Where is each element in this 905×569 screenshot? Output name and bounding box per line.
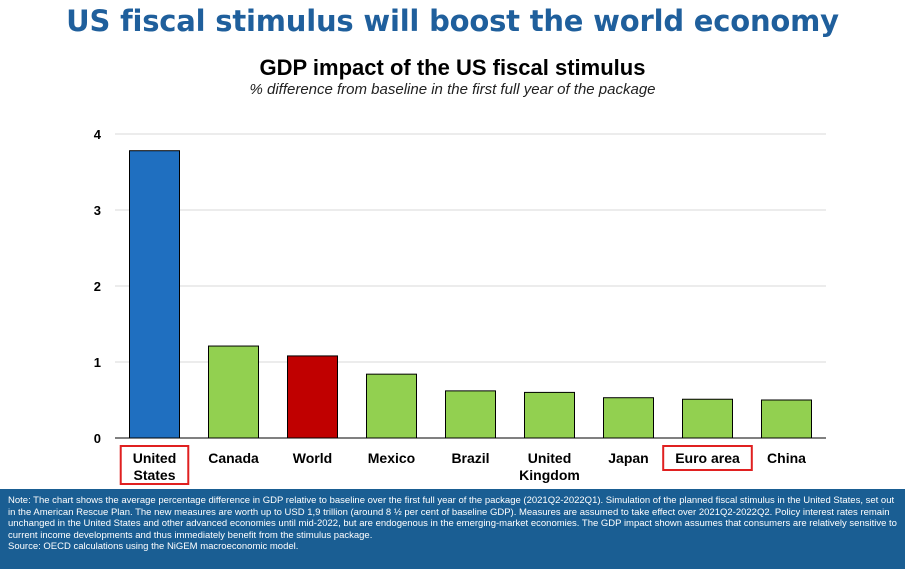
highlight-box (662, 445, 753, 471)
highlight-box (119, 445, 190, 485)
bar (287, 355, 338, 439)
bar (208, 345, 259, 439)
y-tick-label: 1 (94, 355, 101, 370)
y-tick-label: 3 (94, 203, 101, 218)
bar (682, 398, 733, 439)
note-text: Note: The chart shows the average percen… (8, 495, 897, 541)
category-label: Euro area (675, 450, 740, 466)
chart-subtitle: % difference from baseline in the first … (249, 81, 656, 98)
source-text: Source: OECD calculations using the NiGE… (8, 541, 299, 553)
y-tick-label: 2 (94, 279, 101, 294)
category-label: China (767, 450, 806, 466)
category-label: United (133, 450, 177, 466)
category-label: States (133, 467, 175, 483)
y-tick-label: 4 (94, 127, 102, 142)
category-label: Canada (208, 450, 259, 466)
bar (445, 390, 496, 439)
category-label: Brazil (451, 450, 489, 466)
chart-title: GDP impact of the US fiscal stimulus (259, 55, 646, 80)
category-label: United (528, 450, 572, 466)
category-label: Mexico (368, 450, 415, 466)
category-label: Japan (608, 450, 648, 466)
bar (366, 373, 417, 439)
bar (603, 397, 654, 439)
bar (129, 150, 180, 439)
category-label: World (293, 450, 332, 466)
note-box: Note: The chart shows the average percen… (0, 489, 905, 569)
y-tick-label: 0 (94, 431, 101, 446)
category-label: Kingdom (519, 467, 580, 483)
bar (761, 399, 812, 439)
bar (524, 391, 575, 439)
slide-title: US fiscal stimulus will boost the world … (66, 4, 839, 38)
